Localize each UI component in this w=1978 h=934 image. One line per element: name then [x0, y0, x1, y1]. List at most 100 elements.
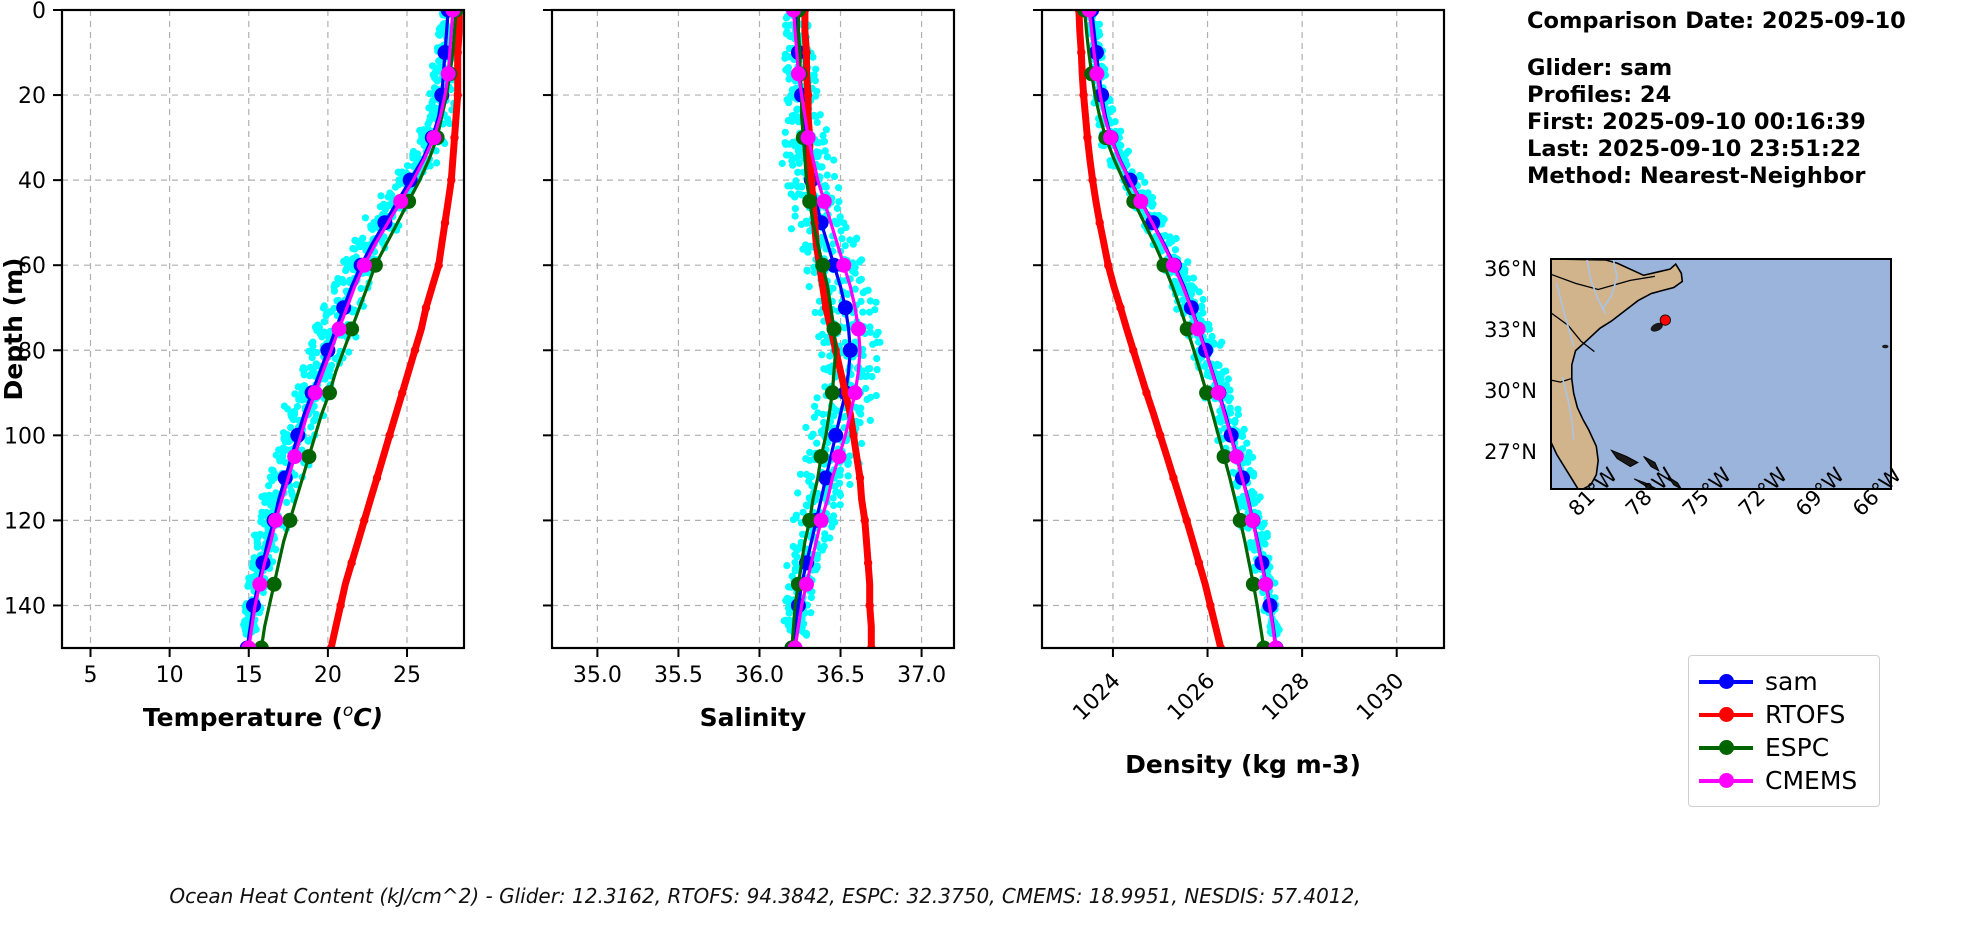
marker-ESPC	[802, 512, 818, 528]
marker-ESPC	[282, 512, 298, 528]
marker-ESPC	[813, 449, 829, 465]
legend-item-espc[interactable]: ESPC	[1699, 731, 1867, 764]
legend: sam RTOFS ESPC CMEMS	[1688, 655, 1880, 807]
marker-RTOFS	[1079, 90, 1088, 100]
x-tick-label: 36.0	[735, 663, 784, 688]
map-lat-label: 30°N	[1484, 379, 1537, 404]
marker-CMEMS	[1258, 576, 1274, 592]
marker-CMEMS	[307, 385, 323, 401]
chart-temperature: 5 10 15 20 25 0 20 40 60 80 100 120 140 Temperature (…	[0, 0, 498, 934]
x-axis: 35.0 35.5 36.0 36.5 37.0	[573, 648, 946, 688]
y-tick-label: 60	[18, 254, 46, 279]
legend-item-rtofs[interactable]: RTOFS	[1699, 698, 1867, 731]
legend-label: ESPC	[1765, 733, 1830, 762]
legend-swatch-rtofs-icon	[1699, 704, 1753, 726]
panel-salinity: 35.0 35.5 36.0 36.5 37.0 Salinity	[490, 0, 988, 934]
series-CMEMS	[241, 2, 461, 656]
marker-RTOFS	[360, 516, 369, 525]
x-tick-label: 37.0	[897, 663, 946, 688]
land-area	[1550, 258, 1684, 493]
marker-RTOFS	[1083, 133, 1092, 142]
first-profile-time-line: First: 2025-09-10 00:16:39	[1527, 109, 1866, 135]
marker-RTOFS	[1156, 431, 1165, 440]
marker-RTOFS	[440, 218, 450, 227]
marker-CMEMS	[1228, 449, 1244, 465]
series-CMEMS	[786, 2, 866, 656]
y-tick-label: 120	[4, 509, 46, 534]
marker-CMEMS	[440, 66, 456, 82]
marker-ESPC	[802, 193, 818, 209]
legend-label: sam	[1765, 667, 1818, 696]
legend-swatch-espc-icon	[1699, 737, 1753, 759]
y-axis	[543, 9, 552, 607]
marker-CMEMS	[1166, 257, 1181, 273]
marker-CMEMS	[800, 130, 816, 146]
marker-RTOFS	[385, 431, 394, 440]
marker-RTOFS	[855, 473, 865, 483]
marker-CMEMS	[356, 257, 372, 273]
legend-label: RTOFS	[1765, 700, 1846, 729]
marker-CMEMS	[1190, 321, 1206, 337]
map-svg	[1542, 250, 1900, 498]
y-tick-label: 0	[32, 0, 46, 24]
marker-RTOFS	[347, 558, 356, 568]
legend-item-cmems[interactable]: CMEMS	[1699, 764, 1867, 797]
marker-ESPC	[1199, 385, 1215, 401]
state-border-0	[1550, 273, 1656, 291]
y-tick-label: 140	[4, 594, 46, 619]
river-2	[1555, 283, 1575, 347]
legend-swatch-sam-icon	[1699, 671, 1753, 693]
x-axis-title: Salinity	[700, 703, 807, 732]
y-axis: 0 20 40 60 80 100 120 140	[4, 0, 62, 619]
marker-sam	[818, 470, 834, 486]
island-1	[1643, 455, 1660, 472]
marker-CMEMS	[1210, 385, 1226, 401]
legend-label: CMEMS	[1765, 766, 1858, 795]
marker-CMEMS	[836, 257, 852, 273]
state-border-1	[1550, 312, 1595, 353]
marker-RTOFS	[849, 431, 858, 440]
marker-ESPC	[824, 385, 840, 401]
river-1	[1601, 258, 1618, 311]
gridlines	[552, 10, 954, 648]
marker-RTOFS	[841, 388, 850, 397]
marker-RTOFS	[860, 516, 869, 525]
panel-temperature: 5 10 15 20 25 0 20 40 60 80 100 120 140 Temperature (…	[0, 0, 498, 934]
caption-text: Ocean Heat Content (kJ/cm^2) - Glider: 1…	[169, 884, 1361, 908]
series-RTOFS	[1074, 5, 1225, 653]
marker-CMEMS	[252, 576, 268, 592]
marker-CMEMS	[1133, 193, 1149, 209]
map-lat-label: 33°N	[1484, 318, 1537, 343]
y-tick-label: 80	[18, 339, 46, 364]
marker-RTOFS	[453, 48, 462, 57]
x-tick-label: 20	[314, 663, 342, 688]
glider-name-line: Glider: sam	[1527, 55, 1673, 81]
legend-item-sam[interactable]: sam	[1699, 665, 1867, 698]
marker-ESPC	[826, 321, 842, 337]
y-tick-label: 20	[18, 84, 46, 109]
river-3	[1561, 376, 1575, 441]
profiles-count-line: Profiles: 24	[1527, 82, 1672, 108]
marker-ESPC	[322, 385, 337, 401]
marker-sam	[837, 300, 853, 316]
x-axis-title: Temperature (oC)	[143, 701, 383, 732]
marker-RTOFS	[421, 303, 431, 312]
marker-sam	[842, 342, 858, 358]
marker-sam	[828, 427, 844, 443]
marker-RTOFS	[434, 261, 443, 270]
marker-RTOFS	[1088, 175, 1097, 185]
comparison-info-block: Comparison Date: 2025-09-10 Glider: sam …	[1527, 8, 1957, 190]
marker-ESPC	[367, 257, 383, 273]
marker-CMEMS	[850, 321, 866, 337]
marker-RTOFS	[410, 346, 420, 355]
comparison-date-line: Comparison Date: 2025-09-10	[1527, 8, 1906, 34]
marker-RTOFS	[447, 175, 456, 185]
y-axis-title: Depth (m)	[0, 258, 28, 401]
marker-CMEMS	[331, 321, 347, 337]
marker-RTOFS	[336, 601, 345, 610]
location-map-inset: 36°N 33°N 30°N 27°N 81°W 78°W 75°W 72°W 69°W 66°W	[1484, 250, 1906, 521]
y-axis	[1033, 9, 1042, 607]
marker-sam	[1088, 45, 1104, 60]
glider-track	[1650, 322, 1663, 332]
